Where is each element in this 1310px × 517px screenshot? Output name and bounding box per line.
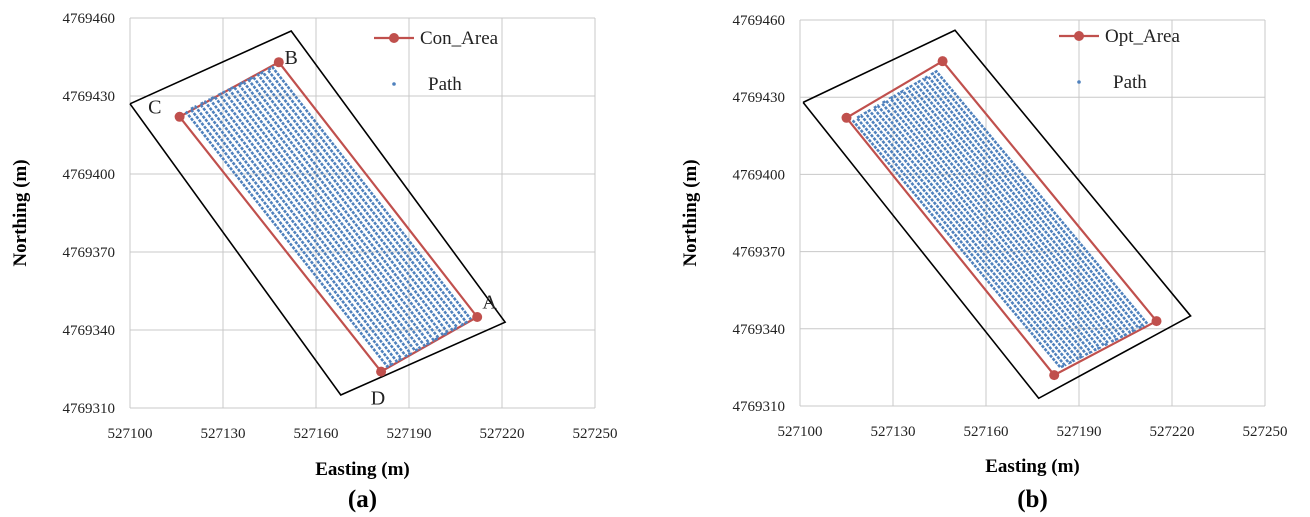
area-vertex-point [841,112,852,123]
corner-label: B [285,47,298,69]
area-vertex-point [1151,316,1162,327]
x-tick-label: 527160 [294,426,339,442]
legend-path-marker [1077,80,1081,84]
y-tick-label: 4769460 [733,13,786,29]
legend-path-label: Path [1113,72,1147,93]
corner-label: A [482,291,497,313]
y-tick-label: 4769370 [63,245,116,261]
y-axis-label: Northing (m) [10,159,31,266]
bounding-box-line [802,29,1192,400]
chart-b: 527100 527130 527160 527190 527220 527250 4769… [680,13,1288,513]
x-tick-label: 527190 [387,426,432,442]
y-tick-label: 4769340 [733,322,786,338]
area-vertex-point [376,366,387,377]
x-tick-label: 527130 [201,426,246,442]
corner-label: D [371,388,385,410]
x-tick-label: 527100 [778,424,823,440]
x-tick-label: 527100 [108,426,153,442]
legend-area-label: Con_Area [420,28,499,49]
area-vertex-point [273,57,284,68]
bounding-box-line [129,30,507,396]
legend-path-label: Path [428,74,462,95]
legend-path-marker [392,82,396,86]
area-vertex-point [174,111,185,122]
y-tick-label: 4769430 [733,90,786,106]
area-vertex-point [472,312,483,322]
x-axis-label: Easting (m) [315,459,409,480]
path-series-line [184,65,473,369]
corner-label: C [148,96,161,118]
y-tick-label: 4769310 [63,401,116,417]
legend-area-marker [1074,31,1084,41]
y-axis-label: Northing (m) [680,159,701,266]
y-tick-label: 4769370 [733,245,786,261]
x-tick-label: 527190 [1057,424,1102,440]
x-tick-label: 527130 [871,424,916,440]
legend-area-marker [389,33,399,43]
x-tick-label: 527250 [1243,424,1288,440]
x-tick-label: 527250 [573,426,618,442]
panel-label: (a) [348,486,377,513]
y-tick-label: 4769460 [63,11,116,27]
x-tick-label: 527220 [480,426,525,442]
x-tick-label: 527160 [964,424,1009,440]
x-tick-label: 527220 [1150,424,1195,440]
y-tick-label: 4769310 [733,399,786,415]
x-axis-label: Easting (m) [985,456,1079,477]
area-vertex-point [1049,370,1060,381]
legend-area-label: Opt_Area [1105,26,1180,47]
path-series-line [851,69,1149,370]
y-tick-label: 4769400 [733,167,786,183]
chart-a: 527100 527130 527160 527190 527220 527250 4769… [10,11,618,513]
area-vertex-point [937,56,948,67]
y-tick-label: 4769430 [63,89,116,105]
y-tick-label: 4769400 [63,167,116,183]
panel-label: (b) [1017,486,1048,513]
y-tick-label: 4769340 [63,323,116,339]
